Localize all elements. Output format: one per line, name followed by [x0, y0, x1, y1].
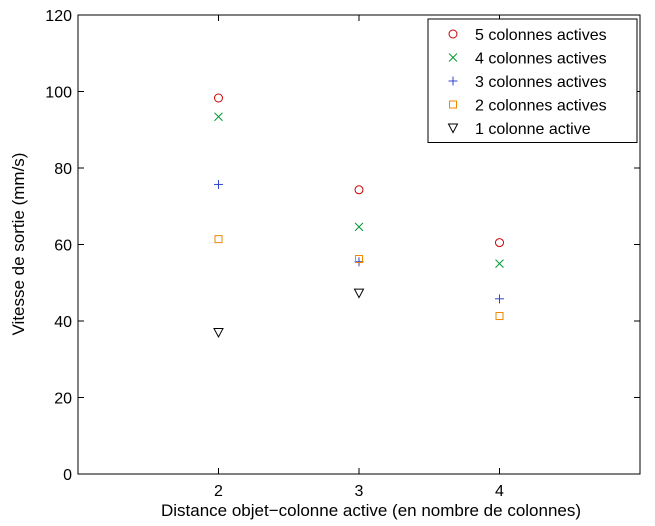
legend-label: 1 colonne active	[475, 121, 591, 138]
legend-box	[427, 18, 638, 143]
legend-label: 5 colonnes actives	[475, 27, 607, 44]
legend-label: 2 colonnes actives	[475, 98, 607, 115]
y-tick-label: 40	[54, 314, 72, 331]
data-point	[495, 312, 504, 321]
data-point	[495, 238, 504, 248]
legend-label: 4 colonnes actives	[475, 51, 607, 68]
data-point	[214, 235, 223, 244]
data-points	[213, 93, 504, 339]
data-point	[214, 112, 223, 122]
x-tick-label: 4	[495, 483, 504, 500]
legend-item: 5 colonnes actives	[448, 27, 607, 44]
legend-marker	[448, 53, 458, 62]
data-point	[354, 185, 364, 195]
data-point	[214, 93, 223, 103]
legend: 5 colonnes actives 4 colonnes actives 3 co…	[427, 18, 638, 143]
y-tick-label: 100	[45, 85, 72, 102]
legend-marker	[447, 123, 459, 134]
legend-marker	[448, 29, 458, 39]
x-axis-label: Distance objet−colonne active (en nombre…	[161, 501, 581, 520]
x-tick-label: 3	[355, 483, 364, 500]
legend-item: 3 colonnes actives	[448, 74, 607, 91]
legend-label: 3 colonnes actives	[475, 74, 607, 91]
data-point	[213, 327, 224, 339]
data-point	[353, 288, 365, 299]
legend-marker	[448, 76, 458, 86]
data-point	[214, 179, 223, 189]
y-tick-label: 120	[45, 8, 72, 25]
y-axis-label: Vitesse de sortie (mm/s)	[9, 153, 28, 336]
data-point	[495, 259, 504, 268]
y-tick-label: 80	[54, 161, 72, 178]
legend-marker	[449, 100, 457, 109]
y-tick-label: 20	[54, 391, 72, 408]
y-tick-label: 0	[63, 467, 72, 484]
legend-item: 2 colonnes actives	[449, 98, 607, 115]
legend-item: 1 colonne active	[447, 121, 591, 138]
data-point	[495, 294, 504, 304]
x-tick-label: 2	[214, 483, 223, 500]
data-point	[354, 222, 364, 232]
data-point	[355, 255, 363, 264]
legend-item: 4 colonnes actives	[448, 51, 607, 68]
y-tick-label: 60	[54, 238, 72, 255]
